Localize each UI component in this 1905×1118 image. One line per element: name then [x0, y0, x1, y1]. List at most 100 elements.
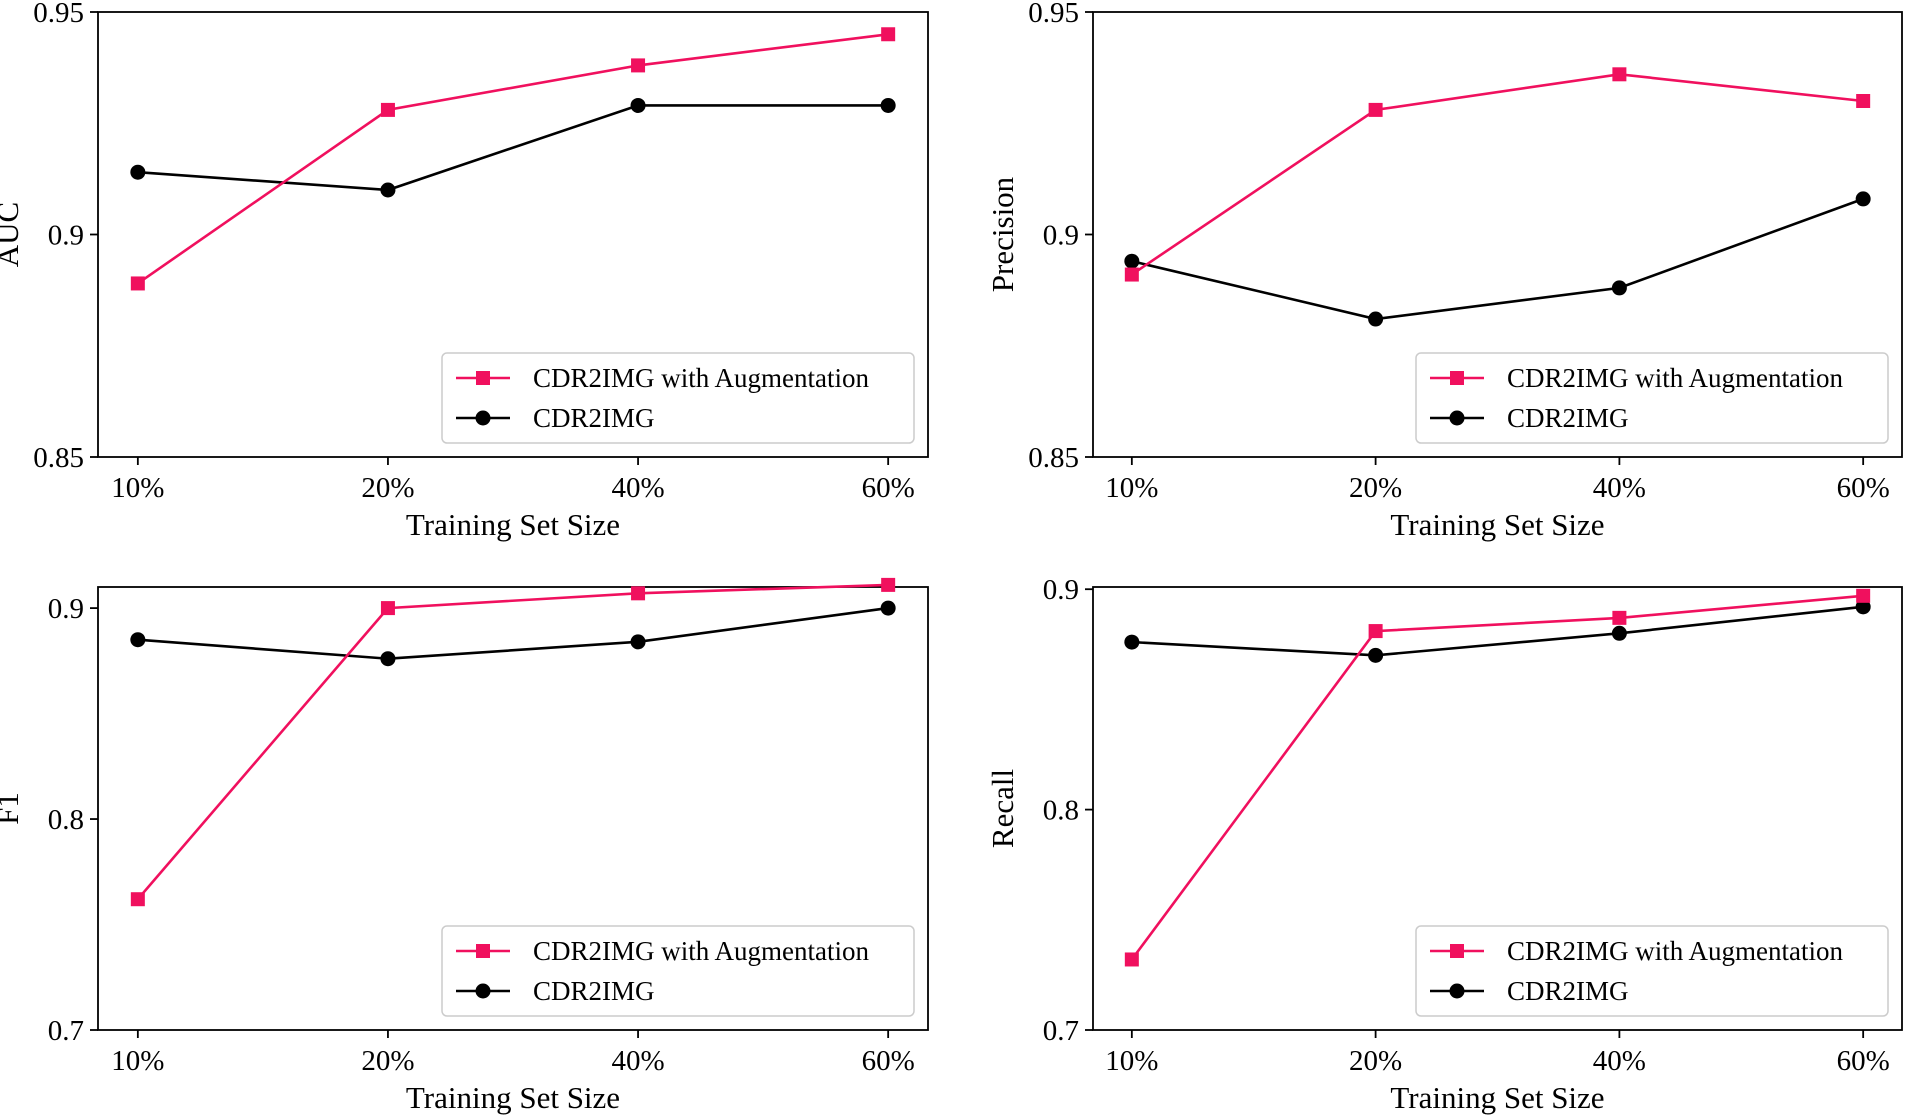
legend-marker-circle [1449, 410, 1465, 426]
legend-marker-square [476, 944, 490, 958]
legend-box [1415, 352, 1889, 444]
legend: CDR2IMG with Augmentation CDR2IMG [441, 925, 915, 1017]
series-line-augmented [1130, 594, 1864, 961]
data-point-augmented [1368, 102, 1383, 117]
data-point-augmented [1856, 94, 1871, 108]
series-line-augmented [137, 33, 889, 285]
data-point-augmented [1368, 624, 1383, 639]
axes-frame [1092, 586, 1903, 1031]
y-axis-label: F1 [0, 792, 25, 825]
series-line-baseline [1131, 605, 1864, 657]
x-tick-label: 10% [1105, 472, 1158, 504]
y-tick-label: 0.85 [33, 442, 84, 474]
series-line-baseline [1131, 197, 1864, 321]
data-point-augmented [130, 276, 145, 291]
series-line-baseline [137, 606, 889, 661]
x-axis-label: Training Set Size [406, 507, 620, 542]
data-point-augmented [631, 586, 646, 601]
data-point-augmented [380, 601, 395, 616]
y-tick-label: 0.9 [48, 593, 84, 625]
legend-label: CDR2IMG [533, 976, 655, 1006]
legend-label: CDR2IMG with Augmentation [533, 936, 869, 966]
chart-panel-4: 10% 20% 40% 60% 0.7 0.8 0.9 Training Set Size Re… [985, 574, 1903, 1115]
series-line-augmented [1131, 72, 1864, 276]
data-point-baseline [130, 164, 146, 180]
x-tick-label: 10% [1105, 1045, 1158, 1077]
legend-box [441, 925, 915, 1017]
y-tick-label: 0.7 [48, 1015, 84, 1047]
legend: CDR2IMG with Augmentation CDR2IMG [441, 352, 915, 444]
data-point-augmented [1612, 610, 1627, 625]
x-tick-label: 10% [111, 1045, 164, 1077]
axes-frame [97, 586, 929, 1031]
data-point-augmented [881, 577, 896, 592]
legend-marker-square [476, 371, 490, 385]
chart-panel-2: 10% 20% 40% 60% 0.85 0.9 0.95 Training Set Size… [985, 0, 1903, 542]
data-point-baseline [1611, 625, 1627, 641]
legend-box [1415, 925, 1889, 1017]
data-point-baseline [630, 97, 646, 113]
x-axis-label: Training Set Size [406, 1080, 620, 1115]
data-point-augmented [881, 27, 896, 42]
chart-panel-1: 10% 20% 40% 60% 0.85 0.9 0.95 Training Set Size… [0, 0, 929, 542]
data-point-augmented [380, 102, 395, 117]
legend: CDR2IMG with Augmentation CDR2IMG [1415, 352, 1889, 444]
series-line-baseline [137, 104, 889, 192]
data-point-baseline [1855, 599, 1871, 615]
y-tick-label: 0.9 [1043, 574, 1079, 606]
data-point-augmented [1124, 952, 1139, 967]
y-tick-label: 0.8 [1043, 795, 1079, 827]
legend-marker-circle [475, 983, 491, 999]
x-tick-label: 20% [1349, 472, 1402, 504]
data-point-augmented [1612, 67, 1627, 82]
y-tick-label: 0.8 [48, 804, 84, 836]
x-tick-label: 60% [1837, 472, 1890, 504]
y-tick-label: 0.9 [48, 220, 84, 252]
data-point-baseline [1368, 647, 1384, 663]
legend-label: CDR2IMG [1507, 976, 1629, 1006]
x-tick-label: 40% [1593, 1045, 1646, 1077]
legend-label: CDR2IMG [533, 403, 655, 433]
y-tick-label: 0.7 [1043, 1015, 1079, 1047]
x-tick-label: 60% [862, 472, 915, 504]
series-line-augmented [136, 583, 889, 901]
x-tick-label: 20% [361, 1045, 414, 1077]
data-point-baseline [630, 634, 646, 650]
y-tick-label: 0.95 [1028, 0, 1079, 29]
x-tick-label: 40% [611, 1045, 664, 1077]
legend-marker-square [1450, 944, 1464, 958]
data-point-augmented [631, 58, 646, 73]
x-tick-label: 20% [1349, 1045, 1402, 1077]
data-point-baseline [880, 97, 896, 113]
y-axis-label: Recall [985, 769, 1020, 848]
chart-panel-3: 10% 20% 40% 60% 0.7 0.8 0.9 Training Set Size F1… [0, 577, 929, 1115]
data-point-baseline [1611, 280, 1627, 296]
x-tick-label: 60% [862, 1045, 915, 1077]
data-point-baseline [1124, 253, 1140, 269]
data-point-baseline [880, 600, 896, 616]
legend-marker-circle [1449, 983, 1465, 999]
legend-marker-circle [475, 410, 491, 426]
data-point-baseline [1368, 311, 1384, 327]
y-axis-label: AUC [0, 202, 25, 267]
y-tick-label: 0.85 [1028, 442, 1079, 474]
x-tick-label: 40% [1593, 472, 1646, 504]
x-tick-label: 60% [1837, 1045, 1890, 1077]
data-point-baseline [1124, 634, 1140, 650]
data-point-augmented [1856, 588, 1871, 603]
y-axis-label: Precision [985, 176, 1020, 292]
legend-label: CDR2IMG [1507, 403, 1629, 433]
data-point-baseline [380, 182, 396, 198]
legend-box [441, 352, 915, 444]
data-point-augmented [130, 892, 145, 907]
y-tick-label: 0.9 [1043, 220, 1079, 252]
legend-marker-square [1450, 371, 1464, 385]
x-axis-label: Training Set Size [1390, 1080, 1604, 1115]
data-point-augmented [1124, 267, 1139, 282]
legend-label: CDR2IMG with Augmentation [1507, 363, 1843, 393]
data-point-baseline [1855, 191, 1871, 207]
y-tick-label: 0.95 [33, 0, 84, 29]
x-tick-label: 20% [361, 472, 414, 504]
data-point-baseline [380, 651, 396, 667]
